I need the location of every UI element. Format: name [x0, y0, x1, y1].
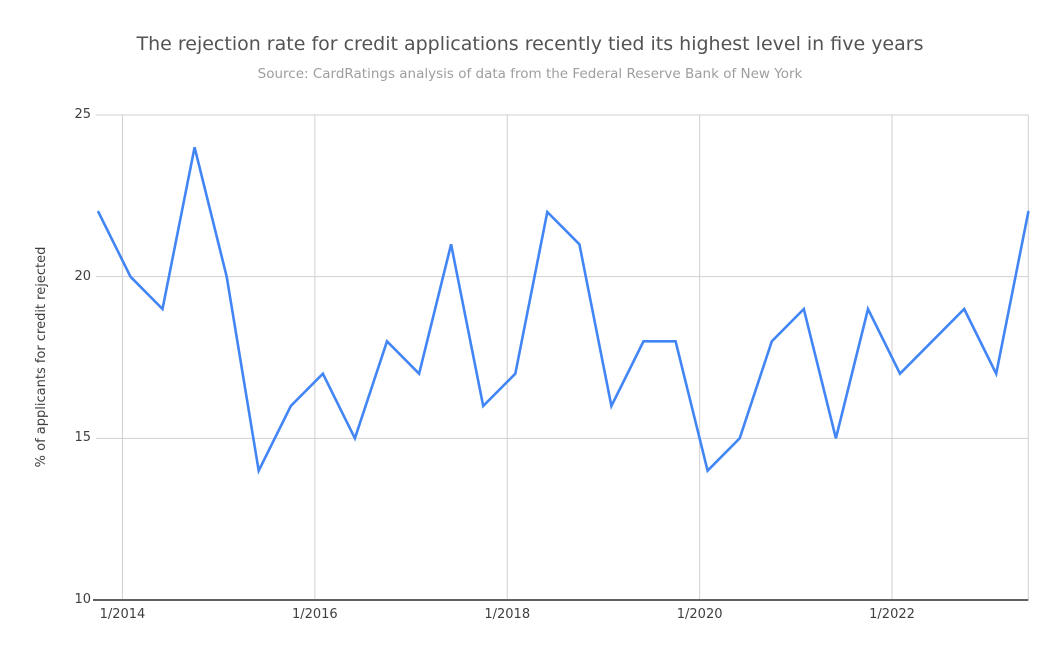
- y-tick-label: 10: [74, 592, 91, 607]
- x-tick-label: 1/2018: [484, 607, 531, 622]
- x-tick-label: 1/2016: [291, 607, 338, 622]
- x-tick-label: 1/2022: [869, 607, 915, 622]
- chart-title: The rejection rate for credit applicatio…: [136, 33, 924, 55]
- rejection-rate-line: [97, 146, 1030, 475]
- y-tick-label: 25: [74, 107, 91, 122]
- y-tick-label: 15: [74, 430, 91, 446]
- x-tick-label: 1/2020: [676, 607, 723, 622]
- y-tick-label: 20: [74, 268, 91, 284]
- chart-subtitle: Source: CardRatings analysis of data fro…: [257, 66, 803, 82]
- x-tick-label: 1/2014: [99, 607, 146, 622]
